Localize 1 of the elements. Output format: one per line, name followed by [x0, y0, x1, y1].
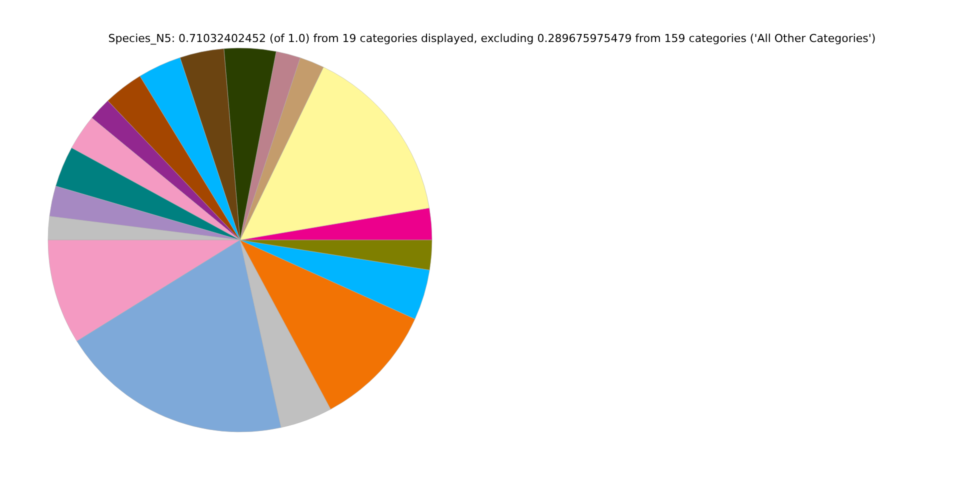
text: Species_N5: 0.71032402452 (of 1.0) from 19 categories displayed, excluding 0.289675975479 from 159 categories ('All Other Categories') [108, 32, 876, 45]
